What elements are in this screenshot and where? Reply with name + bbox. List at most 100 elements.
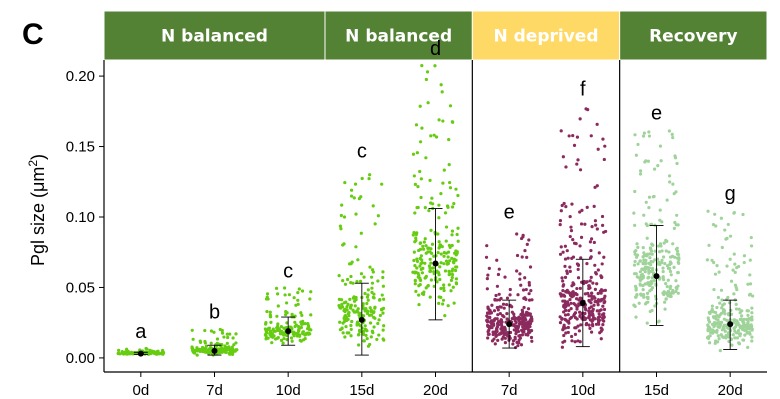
data-point <box>423 276 427 280</box>
data-point <box>505 330 510 335</box>
data-point <box>717 321 722 325</box>
data-point <box>281 341 285 345</box>
data-point <box>706 335 711 339</box>
data-point <box>665 264 669 268</box>
mean-point <box>137 350 144 357</box>
data-point <box>712 321 717 325</box>
data-point <box>669 284 673 288</box>
data-point <box>586 291 590 295</box>
data-point <box>426 250 430 254</box>
data-point <box>712 260 716 265</box>
data-point <box>191 337 195 341</box>
data-point <box>436 232 440 236</box>
data-point <box>667 174 672 178</box>
data-point <box>447 137 451 142</box>
y-axis-label: Pgl size (μm2) <box>26 154 48 266</box>
data-point <box>443 211 448 215</box>
data-point <box>417 302 421 307</box>
data-point <box>583 316 588 321</box>
data-point <box>307 327 311 332</box>
data-point <box>309 313 313 317</box>
data-point <box>441 119 445 123</box>
data-point <box>723 335 727 339</box>
data-point <box>349 281 353 285</box>
data-point <box>424 156 428 160</box>
data-point <box>527 298 532 302</box>
data-point <box>518 333 522 338</box>
data-point <box>414 123 419 127</box>
data-point <box>562 201 566 206</box>
data-point <box>713 212 717 216</box>
data-point <box>737 341 741 345</box>
data-point <box>592 303 596 307</box>
data-point <box>661 291 665 295</box>
x-tick-label: 0d <box>132 382 149 399</box>
data-point <box>662 241 666 245</box>
data-point <box>591 324 595 328</box>
data-point <box>367 313 372 317</box>
data-point <box>725 264 729 268</box>
data-point <box>658 242 663 246</box>
data-point <box>592 204 596 208</box>
data-point <box>485 277 489 281</box>
data-point <box>445 204 450 208</box>
data-point <box>645 291 650 295</box>
data-point <box>518 272 522 276</box>
data-point <box>591 318 595 322</box>
data-point <box>422 240 426 244</box>
data-point <box>648 309 652 314</box>
data-point <box>568 234 572 239</box>
data-point <box>275 324 280 328</box>
data-point <box>673 255 677 259</box>
data-point <box>746 345 750 349</box>
data-point <box>366 288 370 292</box>
data-point <box>740 326 744 331</box>
data-point <box>377 318 381 322</box>
data-point <box>728 301 732 305</box>
data-point <box>439 261 443 265</box>
data-point <box>231 350 235 354</box>
data-point <box>673 154 677 158</box>
data-point <box>428 178 432 182</box>
data-point <box>418 277 422 282</box>
data-point <box>418 241 423 245</box>
significance-letter: e <box>504 201 515 223</box>
data-point <box>497 267 501 271</box>
data-point <box>568 265 572 269</box>
data-point <box>203 328 207 333</box>
data-point <box>381 275 385 280</box>
data-point <box>646 281 650 285</box>
data-point <box>732 326 736 330</box>
data-point <box>456 239 460 243</box>
data-point <box>427 209 431 213</box>
data-point <box>415 266 419 270</box>
data-point <box>451 285 455 289</box>
data-point <box>672 226 676 230</box>
data-point <box>597 312 601 316</box>
data-point <box>516 344 520 348</box>
data-point <box>378 298 382 302</box>
data-point <box>428 257 432 261</box>
data-point <box>529 315 533 319</box>
data-point <box>664 281 668 286</box>
data-point <box>720 306 724 310</box>
data-point <box>442 262 446 266</box>
data-point <box>486 273 490 277</box>
data-point <box>738 317 742 321</box>
data-point <box>371 311 376 315</box>
data-point <box>668 266 672 271</box>
data-point <box>442 254 446 258</box>
data-point <box>421 244 425 248</box>
data-point <box>524 287 528 292</box>
data-points <box>116 64 755 357</box>
data-point <box>517 318 521 323</box>
data-point <box>365 337 369 341</box>
data-point <box>647 271 651 275</box>
data-point <box>382 297 386 301</box>
data-point <box>337 274 341 278</box>
header-label: N balanced <box>345 27 452 47</box>
data-point <box>602 296 606 300</box>
data-point <box>675 287 679 291</box>
data-point <box>363 291 367 296</box>
data-point <box>653 304 657 308</box>
